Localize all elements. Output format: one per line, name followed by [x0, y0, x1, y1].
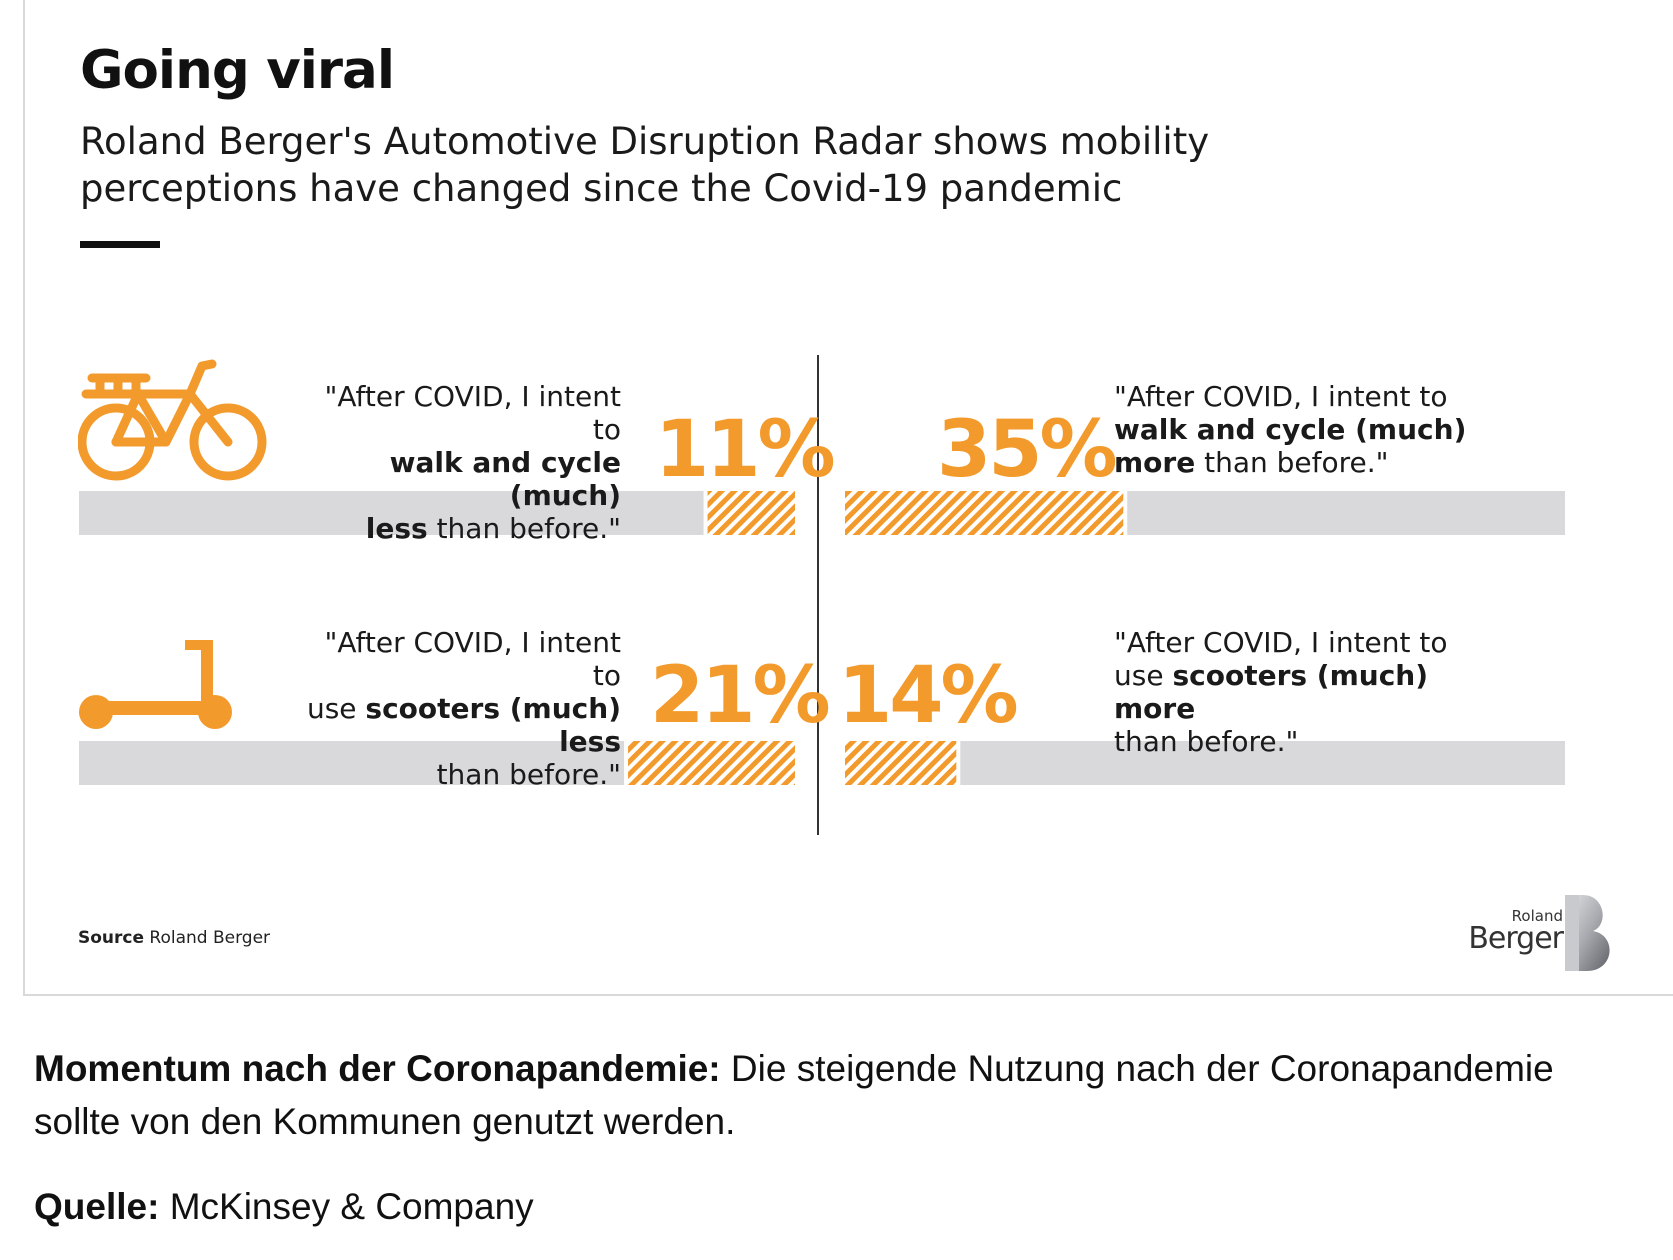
credit-value: McKinsey & Company — [159, 1186, 534, 1227]
quote-line: than before." — [1114, 725, 1299, 758]
chart-subtitle: Roland Berger's Automotive Disruption Ra… — [80, 120, 1210, 210]
center-divider — [817, 355, 819, 835]
pct-scooters-more: 14% — [838, 651, 1019, 741]
quote-line: "After COVID, I intent to — [324, 626, 621, 692]
quote-bold: more — [1114, 446, 1196, 479]
quote-walk-cycle-more: "After COVID, I intent to walk and cycle… — [1114, 380, 1474, 479]
title-rule — [80, 241, 160, 248]
credit-label: Quelle: — [34, 1186, 160, 1227]
quote-scooters-less: "After COVID, I intent to use scooters (… — [290, 626, 621, 791]
quote-line: than before." — [1195, 446, 1389, 479]
quote-bold: scooters (much) more — [1114, 659, 1429, 725]
quote-scooters-more: "After COVID, I intent to use scooters (… — [1114, 626, 1494, 758]
credit-line: Quelle: McKinsey & Company — [34, 1186, 534, 1228]
bicycle-icon — [78, 359, 267, 481]
caption-bold: Momentum nach der Coronapandemie: — [34, 1048, 721, 1089]
quote-bold: walk and cycle (much) — [389, 446, 621, 512]
pct-scooters-less: 21% — [650, 651, 831, 741]
quote-line: "After COVID, I intent to — [324, 380, 621, 446]
logo-text-bottom: Berger — [1468, 921, 1564, 956]
source-note: Source Roland Berger — [78, 928, 270, 948]
pct-walk-cycle-less: 11% — [655, 405, 836, 495]
caption: Momentum nach der Coronapandemie: Die st… — [34, 1042, 1634, 1148]
logo-b-mark-icon — [1565, 895, 1610, 971]
quote-line: than before." — [436, 758, 621, 791]
quote-line: "After COVID, I intent to — [1114, 626, 1448, 659]
caption-text: Die steigende Nutzung nach der Coronapan… — [34, 1048, 1554, 1142]
quote-line: use — [306, 692, 366, 725]
quote-line: "After COVID, I intent to — [1114, 380, 1448, 413]
logo-text-top: Roland — [1511, 907, 1563, 925]
source-value: Roland Berger — [144, 928, 271, 948]
roland-berger-logo: Roland Berger — [1455, 893, 1625, 973]
source-label: Source — [78, 928, 145, 948]
quote-bold: walk and cycle (much) — [1114, 413, 1467, 446]
quote-line: use — [1114, 659, 1173, 692]
quote-bold: scooters (much) less — [365, 692, 621, 758]
scooter-icon — [79, 640, 232, 729]
pct-walk-cycle-more: 35% — [937, 405, 1118, 495]
quote-walk-cycle-less: "After COVID, I intent to walk and cycle… — [300, 380, 621, 545]
quote-bold: less — [365, 512, 428, 545]
chart-title: Going viral — [80, 40, 395, 101]
quote-line: than before." — [427, 512, 621, 545]
